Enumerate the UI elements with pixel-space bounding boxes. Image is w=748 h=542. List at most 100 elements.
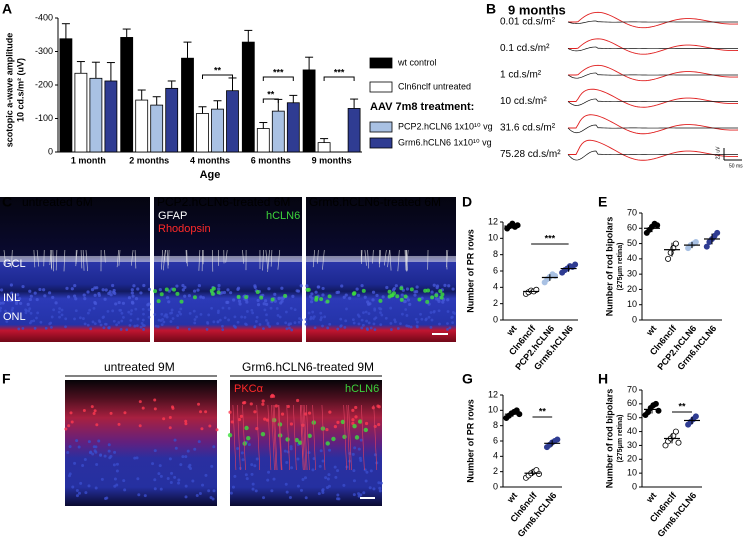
cell (334, 475, 338, 479)
cell (201, 296, 205, 300)
cell (7, 311, 11, 315)
cell (357, 492, 361, 496)
cell (244, 295, 249, 300)
cell (64, 317, 68, 321)
cell (373, 424, 377, 429)
y-tick-label: -300 (35, 46, 53, 56)
cell (376, 404, 380, 408)
cell (229, 491, 233, 495)
panel-label: G (462, 371, 473, 387)
x-tick-label: wt (644, 490, 659, 505)
cell (153, 313, 157, 316)
cell (68, 472, 72, 476)
bar (59, 38, 73, 153)
cell (324, 476, 328, 480)
cell (236, 287, 240, 291)
cell (67, 424, 71, 428)
cell (153, 478, 157, 482)
cell (169, 481, 173, 485)
cell (426, 288, 431, 293)
cell (138, 424, 142, 428)
cell (184, 419, 188, 423)
cell (192, 289, 197, 293)
cell (128, 323, 132, 327)
cell (99, 453, 103, 457)
cell (254, 489, 258, 493)
cell (187, 294, 192, 298)
cell (377, 481, 381, 485)
cell (99, 323, 103, 327)
cell (94, 486, 98, 490)
cell (162, 417, 166, 421)
cell (153, 487, 157, 491)
cell (352, 469, 356, 473)
cell (10, 312, 13, 316)
cell (240, 451, 244, 455)
cell (156, 299, 161, 304)
cell (24, 311, 28, 315)
cell (111, 309, 115, 313)
bar (317, 142, 331, 153)
cell (184, 495, 188, 499)
point (572, 261, 579, 268)
cell (170, 471, 174, 475)
cell (69, 411, 73, 415)
cell (167, 300, 171, 304)
dendrite (277, 404, 282, 471)
cell (29, 294, 33, 298)
y-tick-label: 12 (488, 216, 498, 226)
cell (90, 288, 95, 292)
legend-swatch (369, 81, 393, 93)
cell (285, 490, 289, 494)
cell (27, 309, 31, 313)
dendrite (273, 404, 278, 471)
erg-trace-control (568, 139, 739, 161)
cell (230, 420, 234, 424)
cell (375, 461, 379, 465)
cell (97, 439, 101, 443)
erg-trace-mutant (567, 98, 739, 106)
cell (262, 302, 266, 306)
cell (156, 325, 160, 328)
cell (352, 493, 356, 497)
cell (293, 308, 297, 311)
cell (307, 311, 311, 315)
cell (0, 301, 3, 305)
cell (368, 486, 372, 490)
cell (314, 290, 318, 294)
cell (364, 479, 368, 483)
cell (226, 288, 230, 292)
cell (82, 293, 86, 297)
cell (236, 320, 240, 324)
cell (414, 317, 418, 321)
image-title: untreated 6M (22, 195, 93, 209)
cell (73, 284, 77, 288)
cell (94, 450, 98, 454)
cell (432, 309, 436, 313)
cell (273, 292, 277, 296)
cell (427, 315, 431, 319)
cell (319, 297, 324, 302)
cell (255, 315, 259, 319)
y-tick-label: -400 (35, 12, 53, 22)
cell (129, 318, 133, 322)
cell (147, 287, 152, 292)
cell (11, 306, 15, 310)
cell (373, 308, 377, 312)
cell (360, 318, 364, 322)
y-tick-label: 6 (493, 435, 498, 445)
cell (165, 315, 169, 319)
cell (367, 312, 371, 315)
cell (250, 472, 254, 476)
cell (267, 470, 271, 474)
cell (92, 411, 96, 415)
cell (283, 293, 288, 298)
cell (262, 496, 266, 500)
cell (261, 402, 265, 406)
cell (82, 408, 86, 412)
cell (136, 287, 140, 291)
y-tick-label: 20 (627, 284, 637, 294)
y-axis-label: Number of rod bipolars (604, 217, 614, 317)
cell (379, 481, 383, 485)
cell (107, 291, 111, 296)
